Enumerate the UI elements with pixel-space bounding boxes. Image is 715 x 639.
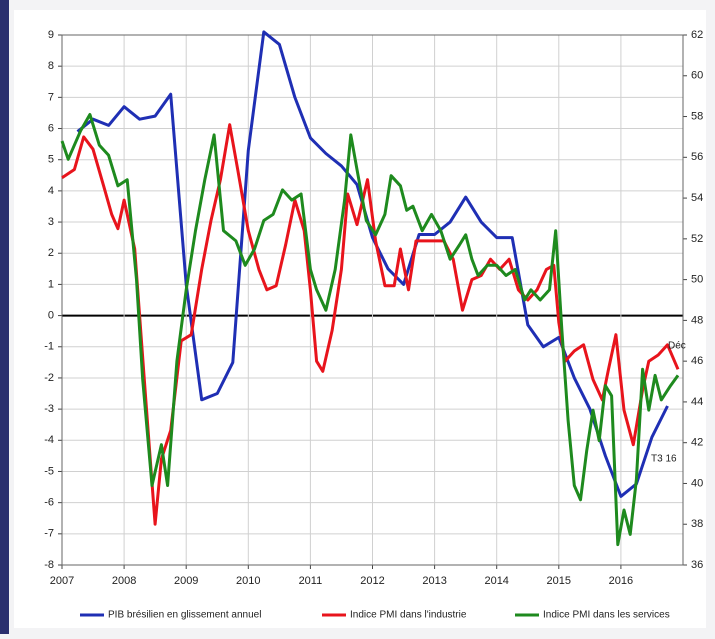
x-tick-label: 2016	[609, 575, 633, 587]
y-tick-label: -7	[44, 528, 54, 540]
y-tick-label: -5	[44, 465, 54, 477]
series-line	[76, 30, 669, 498]
y2-tick-label: 42	[691, 437, 703, 449]
x-tick-label: 2011	[299, 575, 323, 587]
y-tick-label: 4	[48, 185, 54, 197]
y-tick-label: -8	[44, 559, 54, 571]
y-tick-label: -6	[44, 497, 54, 509]
y-tick-label: -2	[44, 372, 54, 384]
legend-label: Indice PMI dans les services	[543, 610, 670, 621]
plot-frame	[61, 34, 684, 566]
y-tick-label: -3	[44, 403, 54, 415]
series-line	[61, 123, 680, 526]
series-line	[60, 113, 680, 547]
y-tick-label: 3	[48, 216, 54, 228]
y-tick-label: 2	[48, 247, 54, 259]
y2-tick-label: 36	[691, 559, 703, 571]
y-tick-label: 8	[48, 60, 54, 72]
y-tick-label: -4	[44, 434, 54, 446]
x-tick-label: 2010	[236, 575, 260, 587]
y2-tick-label: 56	[691, 151, 703, 163]
x-tick-label: 2008	[112, 575, 136, 587]
x-tick-label: 2007	[50, 575, 74, 587]
y2-tick-label: 46	[691, 355, 703, 367]
x-tick-label: 2014	[484, 575, 508, 587]
y-tick-label: 7	[48, 91, 54, 103]
y2-tick-label: 48	[691, 314, 703, 326]
y-tick-label: 0	[48, 309, 54, 321]
annotation: T3 16	[651, 454, 677, 465]
y-tick-label: 9	[48, 29, 54, 41]
side-bar	[0, 0, 9, 634]
y2-tick-label: 62	[691, 29, 703, 41]
x-tick-label: 2013	[422, 575, 446, 587]
y-tick-label: 5	[48, 154, 54, 166]
legend-label: PIB brésilien en glissement annuel	[108, 610, 261, 621]
chart-panel	[14, 10, 706, 628]
y-tick-label: 1	[48, 278, 54, 290]
y-tick-label: -1	[44, 341, 54, 353]
y2-tick-label: 38	[691, 518, 703, 530]
x-tick-label: 2012	[360, 575, 384, 587]
y2-tick-label: 40	[691, 477, 703, 489]
x-tick-label: 2015	[547, 575, 571, 587]
y-tick-label: 6	[48, 122, 54, 134]
y2-tick-label: 54	[691, 192, 703, 204]
y2-tick-label: 52	[691, 233, 703, 245]
y2-tick-label: 44	[691, 396, 703, 408]
x-tick-label: 2009	[174, 575, 198, 587]
legend-label: Indice PMI dans l'industrie	[350, 610, 467, 621]
annotation: Déc	[668, 341, 686, 352]
y2-tick-label: 50	[691, 274, 703, 286]
y2-tick-label: 58	[691, 110, 703, 122]
y2-tick-label: 60	[691, 70, 703, 82]
